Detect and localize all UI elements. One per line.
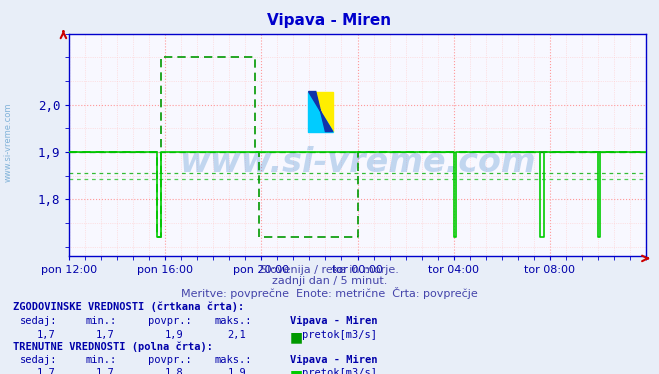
Text: 1,7: 1,7 <box>36 330 55 340</box>
Text: Slovenija / reke in morje.: Slovenija / reke in morje. <box>260 265 399 275</box>
Text: 1,7: 1,7 <box>36 368 55 374</box>
Text: sedaj:: sedaj: <box>20 355 57 365</box>
Text: 1,8: 1,8 <box>165 368 183 374</box>
Text: pretok[m3/s]: pretok[m3/s] <box>302 368 377 374</box>
Text: www.si-vreme.com: www.si-vreme.com <box>179 146 536 179</box>
Text: pretok[m3/s]: pretok[m3/s] <box>302 330 377 340</box>
Polygon shape <box>308 92 333 132</box>
Text: maks.:: maks.: <box>214 355 252 365</box>
Text: Vipava - Miren: Vipava - Miren <box>290 355 378 365</box>
Text: ■: ■ <box>290 368 303 374</box>
Text: zadnji dan / 5 minut.: zadnji dan / 5 minut. <box>272 276 387 286</box>
Text: 1,9: 1,9 <box>227 368 246 374</box>
Text: Vipava - Miren: Vipava - Miren <box>268 13 391 28</box>
Polygon shape <box>308 92 333 132</box>
Text: povpr.:: povpr.: <box>148 355 192 365</box>
Text: 1,7: 1,7 <box>96 368 114 374</box>
Text: www.si-vreme.com: www.si-vreme.com <box>3 102 13 182</box>
Text: 1,7: 1,7 <box>96 330 114 340</box>
Text: 2,1: 2,1 <box>227 330 246 340</box>
Text: TRENUTNE VREDNOSTI (polna črta):: TRENUTNE VREDNOSTI (polna črta): <box>13 341 213 352</box>
Text: min.:: min.: <box>86 316 117 326</box>
Text: Meritve: povprečne  Enote: metrične  Črta: povprečje: Meritve: povprečne Enote: metrične Črta:… <box>181 287 478 299</box>
Polygon shape <box>308 92 333 132</box>
Text: sedaj:: sedaj: <box>20 316 57 326</box>
Text: ■: ■ <box>290 330 303 344</box>
Text: maks.:: maks.: <box>214 316 252 326</box>
Text: 1,9: 1,9 <box>165 330 183 340</box>
Text: Vipava - Miren: Vipava - Miren <box>290 316 378 326</box>
Text: povpr.:: povpr.: <box>148 316 192 326</box>
Text: ZGODOVINSKE VREDNOSTI (črtkana črta):: ZGODOVINSKE VREDNOSTI (črtkana črta): <box>13 301 244 312</box>
Text: min.:: min.: <box>86 355 117 365</box>
